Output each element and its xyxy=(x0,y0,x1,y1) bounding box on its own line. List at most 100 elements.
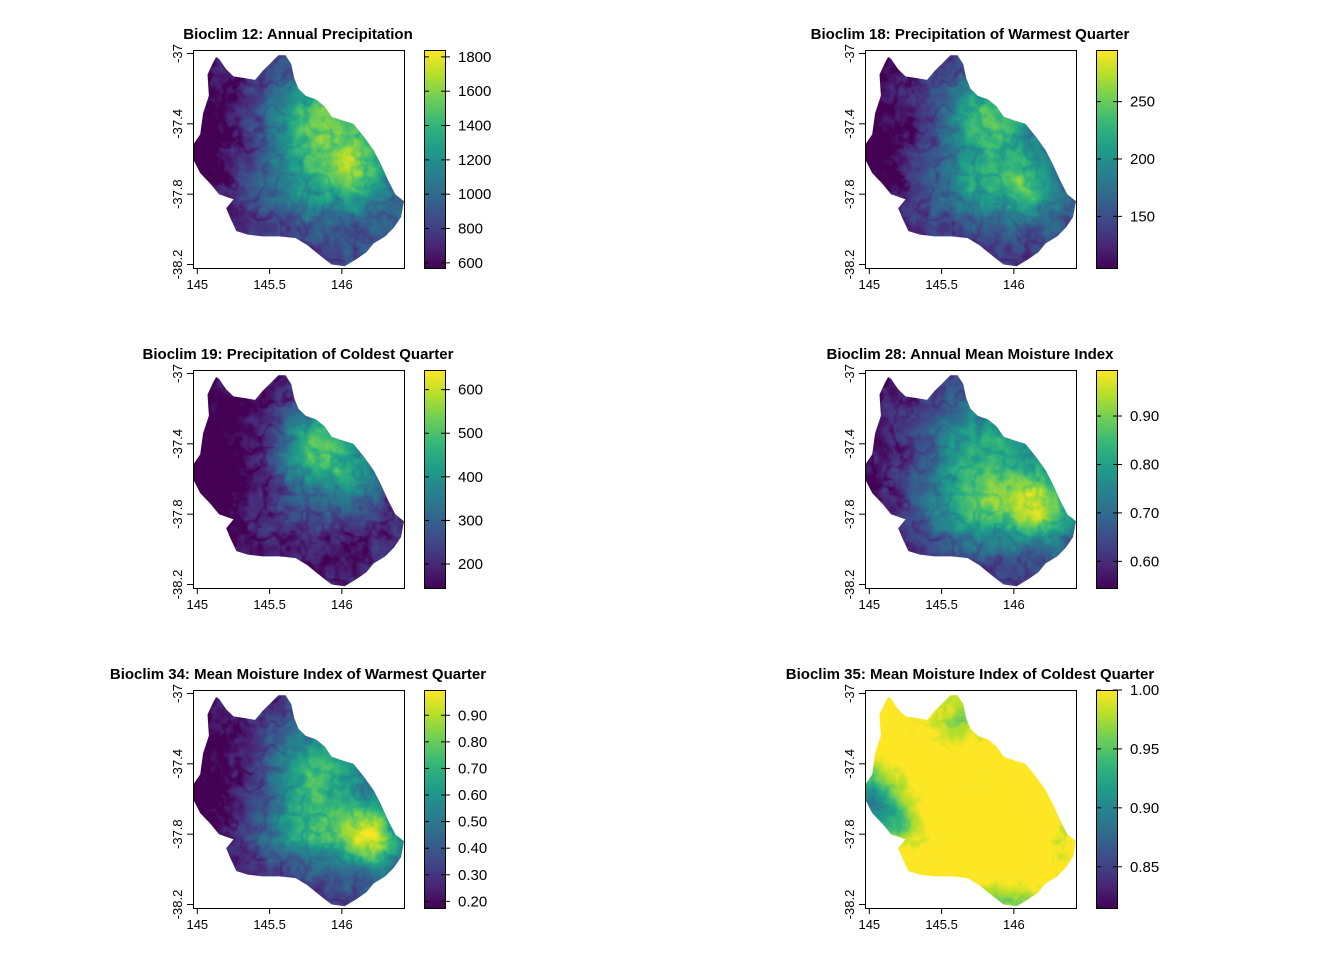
x-tick-label: 146 xyxy=(1003,597,1025,612)
raster-map xyxy=(193,55,404,267)
colorbar-tick-label: 0.70 xyxy=(458,760,487,777)
y-tick-label: -37.4 xyxy=(842,749,857,779)
colorbar-tick-label: 0.90 xyxy=(1130,800,1159,817)
y-tick-label: -37.4 xyxy=(170,109,185,139)
raster-map xyxy=(193,695,404,907)
x-tick-label: 145.5 xyxy=(253,917,286,932)
y-tick-label: -37 xyxy=(842,684,857,703)
y-tick-label: -37 xyxy=(170,44,185,63)
colorbar-tick-label: 0.90 xyxy=(458,707,487,724)
x-tick-label: 145.5 xyxy=(925,917,958,932)
x-tick-label: 145 xyxy=(858,277,880,292)
plot-frame xyxy=(865,50,1077,269)
y-tick-label: -37 xyxy=(842,44,857,63)
y-tick-label: -37.8 xyxy=(842,499,857,529)
colorbar-tick-label: 0.60 xyxy=(1130,553,1159,570)
colorbar-tick-label: 200 xyxy=(1130,151,1155,168)
y-tick-label: -38.2 xyxy=(842,890,857,920)
y-tick-label: -37 xyxy=(170,364,185,383)
chart-panel-4: Bioclim 28: Annual Mean Moisture Index 14… xyxy=(672,320,1344,640)
y-tick-label: -38.2 xyxy=(842,570,857,600)
chart-svg: Bioclim 19: Precipitation of Coldest Qua… xyxy=(143,346,483,612)
y-tick-label: -37.4 xyxy=(842,429,857,459)
colorbar-tick-label: 0.70 xyxy=(1130,505,1159,522)
colorbar-tick-label: 300 xyxy=(458,512,483,529)
y-tick-label: -37 xyxy=(170,684,185,703)
y-tick-label: -37.4 xyxy=(170,749,185,779)
chart-title: Bioclim 34: Mean Moisture Index of Warme… xyxy=(110,666,486,683)
colorbar-tick-label: 250 xyxy=(1130,94,1155,111)
x-tick-label: 146 xyxy=(331,917,353,932)
colorbar-tick-label: 150 xyxy=(1130,208,1155,225)
y-tick-label: -38.2 xyxy=(170,570,185,600)
x-tick-label: 145.5 xyxy=(253,277,286,292)
chart-title: Bioclim 28: Annual Mean Moisture Index xyxy=(827,346,1115,363)
colorbar-tick-label: 200 xyxy=(458,556,483,573)
colorbar-tick-label: 0.80 xyxy=(458,734,487,751)
y-tick-label: -38.2 xyxy=(170,250,185,280)
chart-title: Bioclim 19: Precipitation of Coldest Qua… xyxy=(143,346,454,363)
y-tick-label: -37.4 xyxy=(842,109,857,139)
plot-frame xyxy=(193,50,405,269)
plot-frame xyxy=(193,690,405,909)
chart-panel-3: Bioclim 19: Precipitation of Coldest Qua… xyxy=(0,320,672,640)
colorbar-tick-label: 1200 xyxy=(458,152,491,169)
x-tick-label: 146 xyxy=(1003,277,1025,292)
colorbar-tick-label: 600 xyxy=(458,382,483,399)
y-tick-label: -37.4 xyxy=(170,429,185,459)
chart-panel-5: Bioclim 34: Mean Moisture Index of Warme… xyxy=(0,640,672,960)
x-tick-label: 146 xyxy=(331,597,353,612)
colorbar-tick-label: 400 xyxy=(458,469,483,486)
y-tick-label: -37.8 xyxy=(170,499,185,529)
colorbar-tick-label: 1800 xyxy=(458,49,491,66)
colorbar-tick-label: 0.90 xyxy=(1130,408,1159,425)
colorbar xyxy=(424,370,446,589)
colorbar-tick-label: 500 xyxy=(458,425,483,442)
colorbar-tick-label: 0.20 xyxy=(458,893,487,910)
colorbar xyxy=(1096,690,1118,909)
y-tick-label: -37.8 xyxy=(842,179,857,209)
colorbar-tick-label: 1600 xyxy=(458,83,491,100)
colorbar-tick-label: 0.80 xyxy=(1130,456,1159,473)
plot-frame xyxy=(865,370,1077,589)
x-tick-label: 145.5 xyxy=(925,597,958,612)
x-tick-label: 145 xyxy=(186,917,208,932)
colorbar xyxy=(424,690,446,909)
raster-map xyxy=(865,375,1076,587)
plot-frame xyxy=(865,690,1077,909)
chart-title: Bioclim 12: Annual Precipitation xyxy=(183,26,412,43)
colorbar-tick-label: 0.85 xyxy=(1130,859,1159,876)
plot-frame xyxy=(193,370,405,589)
colorbar-tick-label: 800 xyxy=(458,221,483,238)
y-tick-label: -38.2 xyxy=(842,250,857,280)
y-tick-label: -37.8 xyxy=(170,179,185,209)
x-tick-label: 145.5 xyxy=(925,277,958,292)
y-tick-label: -37 xyxy=(842,364,857,383)
colorbar-tick-label: 0.95 xyxy=(1130,741,1159,758)
colorbar-tick-label: 1000 xyxy=(458,186,491,203)
chart-title: Bioclim 18: Precipitation of Warmest Qua… xyxy=(811,26,1130,43)
raster-map xyxy=(865,55,1076,267)
colorbar-tick-label: 1.00 xyxy=(1130,682,1159,699)
chart-svg: Bioclim 28: Annual Mean Moisture Index 14… xyxy=(827,346,1160,612)
y-tick-label: -37.8 xyxy=(842,819,857,849)
raster-map xyxy=(865,695,1076,907)
colorbar-tick-label: 0.60 xyxy=(458,787,487,804)
chart-panel-1: Bioclim 12: Annual Precipitation 145 145.5… xyxy=(0,0,672,320)
x-tick-label: 145 xyxy=(858,917,880,932)
x-tick-label: 146 xyxy=(331,277,353,292)
chart-panel-2: Bioclim 18: Precipitation of Warmest Qua… xyxy=(672,0,1344,320)
colorbar-tick-label: 600 xyxy=(458,255,483,272)
colorbar-tick-label: 0.40 xyxy=(458,840,487,857)
y-tick-label: -38.2 xyxy=(170,890,185,920)
x-tick-label: 145 xyxy=(858,597,880,612)
colorbar-tick-label: 1400 xyxy=(458,118,491,135)
chart-svg: Bioclim 35: Mean Moisture Index of Colde… xyxy=(786,666,1159,932)
x-tick-label: 145 xyxy=(186,597,208,612)
x-tick-label: 145 xyxy=(186,277,208,292)
colorbar xyxy=(1096,370,1118,589)
chart-panel-6: Bioclim 35: Mean Moisture Index of Colde… xyxy=(672,640,1344,960)
chart-svg: Bioclim 12: Annual Precipitation 145 145.5… xyxy=(170,26,491,292)
x-tick-label: 146 xyxy=(1003,917,1025,932)
x-tick-label: 145.5 xyxy=(253,597,286,612)
